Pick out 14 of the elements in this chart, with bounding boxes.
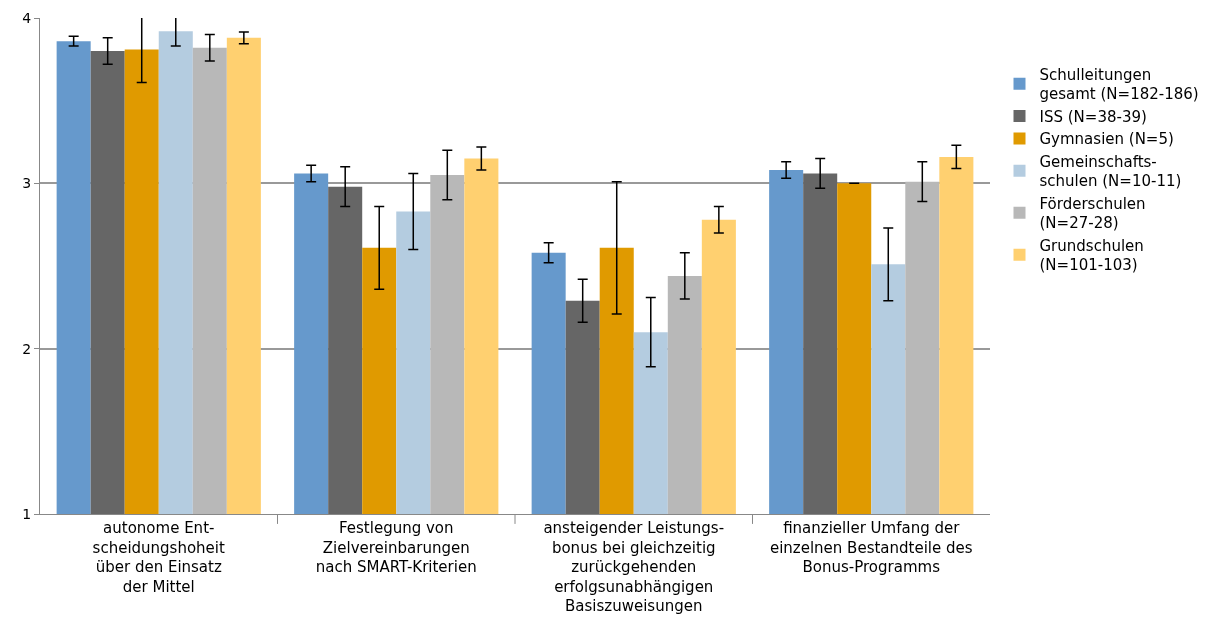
legend-label: Gemeinschafts- schulen (N=10-11) xyxy=(1039,152,1182,191)
legend-label: Förderschulen (N=27-28) xyxy=(1039,194,1146,233)
legend-label: Schulleitungen gesamt (N=182-186) xyxy=(1039,65,1199,104)
x-tick-label: autonome Ent- scheidungshoheit über den Einsatz der Mittel xyxy=(92,519,226,596)
legend-label: Gymnasien (N=5) xyxy=(1039,130,1174,149)
legend-label: Grundschulen (N=101-103) xyxy=(1039,236,1144,275)
y-tick-label: 3 xyxy=(22,175,32,192)
x-tick-label: Festlegung von Zielvereinbarungen nach SMART-Kriterien xyxy=(315,519,477,576)
y-tick-label: 1 xyxy=(22,505,32,522)
legend-label: ISS (N=38-39) xyxy=(1039,107,1147,126)
x-tick-label: ansteigender Leistungs- bonus bei gleichzeitig zurückgehenden erfolgsunabhängigen Basiszuweisungen xyxy=(543,519,725,615)
y-tick-label: 2 xyxy=(22,340,32,357)
y-tick-label: 4 xyxy=(22,9,32,26)
x-tick-label: finanzieller Umfang der einzelnen Bestandteile des Bonus-Programms xyxy=(769,519,973,576)
